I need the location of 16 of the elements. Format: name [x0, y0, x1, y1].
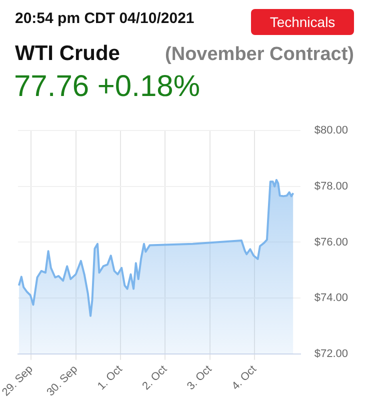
x-tick-label: 30. Sep — [44, 363, 80, 399]
y-tick-label: $78.00 — [314, 180, 348, 192]
y-tick-label: $76.00 — [314, 236, 348, 248]
y-tick-label: $80.00 — [314, 124, 348, 137]
x-tick-label: 1. Oct — [96, 363, 125, 393]
text: 20:54 pm CDT 04/10/2021 — [15, 10, 194, 27]
text: 77.76 +0.18% — [14, 70, 200, 104]
chart-subtitle: (November Contract) — [165, 44, 354, 66]
y-tick-label: $74.00 — [314, 292, 348, 304]
x-tick-label: 3. Oct — [184, 363, 214, 393]
x-tick-label: 4. Oct — [230, 363, 259, 393]
chart-title: WTI Crude — [15, 42, 120, 66]
text: Technicals — [251, 9, 354, 35]
x-tick-label: 29. Sep — [0, 363, 36, 399]
x-tick-label: 2. Oct — [140, 363, 170, 393]
y-tick-label: $72.00 — [314, 348, 348, 360]
